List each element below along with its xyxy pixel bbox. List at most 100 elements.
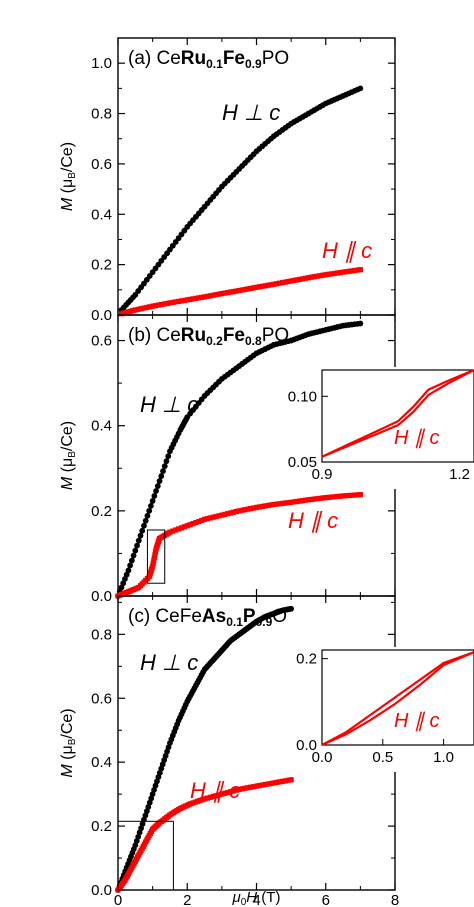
data-point [161, 301, 167, 307]
x-tick-label: 6 [322, 892, 330, 907]
data-point [139, 527, 146, 534]
inset-background [322, 647, 474, 772]
inset-x-tick-label: 0.9 [312, 466, 333, 483]
data-point [352, 492, 358, 498]
data-point [210, 514, 216, 520]
series-perp [118, 85, 364, 313]
data-point [207, 293, 213, 299]
data-point [204, 293, 211, 299]
inset-x-tick-label: 0.0 [312, 749, 333, 766]
series-parallel [115, 492, 363, 599]
x-tick-label: 8 [391, 892, 399, 907]
data-point [337, 493, 343, 499]
data-point [147, 304, 153, 310]
data-point [225, 789, 231, 796]
inset-series-line [321, 368, 474, 458]
data-point [199, 517, 205, 524]
data-point [274, 281, 280, 287]
data-point [207, 794, 213, 800]
data-point [357, 267, 363, 273]
data-point [219, 290, 225, 297]
data-point [173, 299, 179, 305]
data-point [276, 779, 283, 785]
panel-label: (a) CeRu0.1Fe0.9PO [128, 48, 289, 71]
data-point [262, 503, 268, 509]
data-point [271, 780, 277, 786]
data-point [308, 274, 314, 280]
data-point [291, 499, 297, 505]
annotation-perp: H ⊥ c [140, 650, 198, 675]
data-point [248, 505, 254, 512]
data-point [248, 784, 254, 790]
data-point [256, 504, 262, 510]
data-point [181, 297, 187, 303]
data-point [262, 781, 268, 788]
data-point [251, 784, 257, 790]
data-point [343, 269, 349, 275]
data-point [141, 305, 147, 311]
data-point [242, 507, 248, 513]
zoom-box [146, 529, 166, 584]
data-point [213, 513, 219, 520]
data-point [230, 788, 237, 794]
data-point [160, 468, 166, 475]
data-point [271, 501, 277, 508]
series-parallel [118, 267, 363, 317]
data-point [357, 492, 363, 498]
data-point [150, 560, 156, 566]
y-tick-label: 0.2 [91, 503, 112, 520]
data-point [170, 528, 176, 534]
data-point [297, 276, 303, 282]
x-tick-label: 0 [114, 892, 122, 907]
data-point [141, 522, 147, 529]
data-point [222, 790, 228, 796]
data-point [190, 296, 196, 302]
data-point [156, 478, 163, 484]
data-point [305, 275, 312, 281]
data-point [152, 549, 159, 555]
data-point [328, 271, 335, 277]
data-point [154, 483, 161, 489]
data-point [248, 285, 254, 291]
inset-y-tick-label: 0.0 [296, 737, 317, 754]
data-point [210, 292, 216, 298]
data-point [199, 294, 205, 300]
data-point [132, 547, 139, 554]
data-point [276, 280, 283, 286]
data-point [201, 294, 208, 300]
x-tick-label: 4 [252, 892, 260, 907]
data-point [213, 292, 219, 298]
data-point [279, 280, 286, 286]
data-point [357, 320, 364, 327]
data-point [151, 557, 157, 564]
panel-c: 0.00.20.40.60.8M (μB/Ce)(c) CeFeAs0.1P0.… [59, 595, 474, 907]
y-axis-label: M (μB/Ce) [59, 708, 78, 777]
panel-b: 0.0 0.2 0.4 0.6 M (μB/Ce) (b) CeRu0.2Fe0.8PO H… [59, 314, 474, 605]
inset-frame [321, 649, 474, 746]
data-point [236, 786, 242, 792]
data-point [354, 492, 361, 498]
data-point [207, 515, 213, 521]
data-point [259, 782, 265, 788]
data-point [219, 512, 225, 518]
data-point [242, 286, 248, 293]
data-point [236, 287, 242, 294]
data-point [288, 605, 295, 612]
y-axis-label: M (μB/Ce) [59, 421, 78, 490]
y-tick-label: 0.8 [91, 626, 112, 643]
data-point [291, 277, 297, 284]
data-point [128, 557, 135, 564]
y-tick-label: 0.4 [91, 754, 112, 771]
inset: 0.05 0.10 0.9 1.2 H ∥ c [288, 367, 474, 489]
data-point [225, 511, 231, 517]
data-point [153, 488, 159, 494]
x-tick-label: 2 [183, 892, 191, 907]
y-tick-label: 1.0 [91, 55, 112, 72]
data-point [239, 786, 245, 792]
data-point [334, 493, 340, 500]
data-point [262, 283, 268, 289]
data-point [279, 500, 286, 506]
data-point [285, 278, 291, 285]
y-axis-label: M (μB/Ce) [59, 142, 78, 211]
data-point [302, 275, 309, 281]
